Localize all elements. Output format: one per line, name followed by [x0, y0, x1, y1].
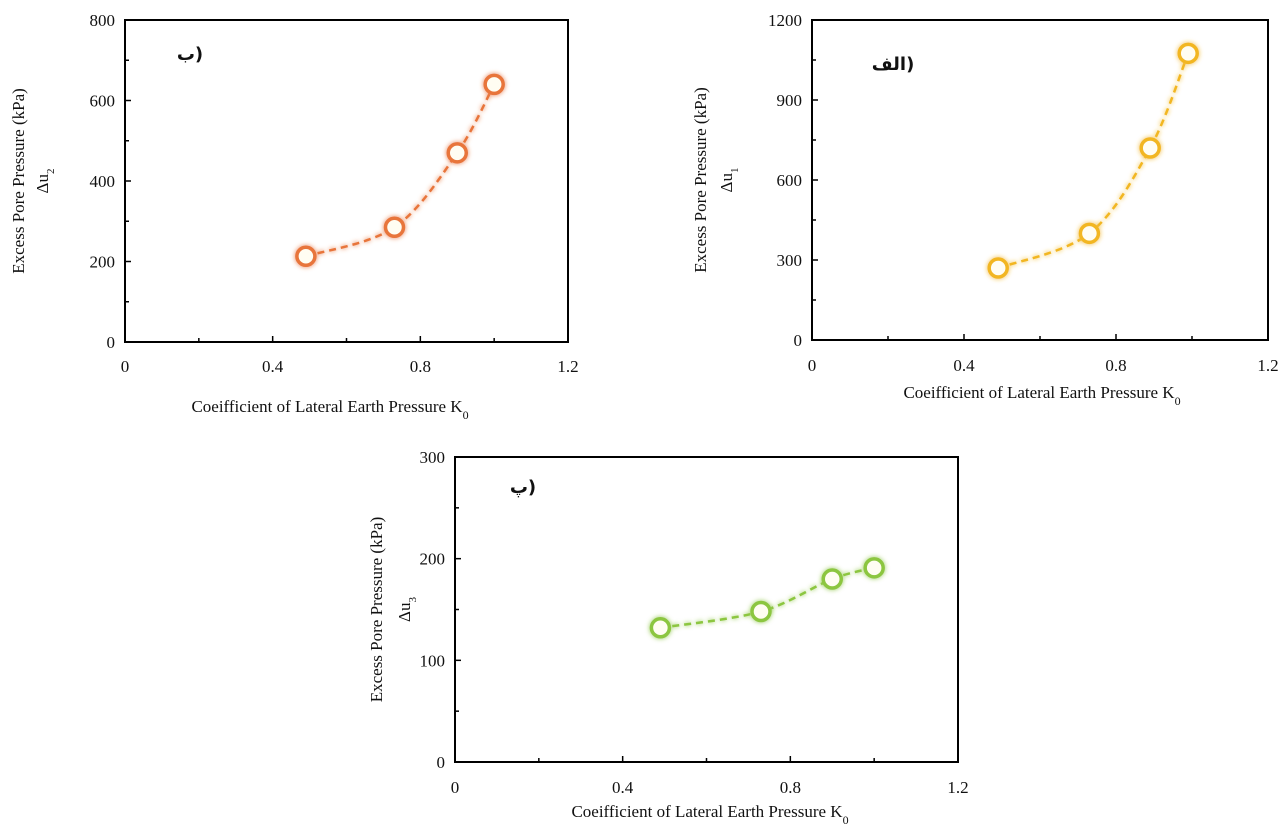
- x-tick-label: 0: [121, 357, 130, 376]
- chart-panel-alef: 0 0.4 0.8 1.2 0 300 600 900 1200 Coeifficient of …: [691, 11, 1279, 408]
- y-tick-label: 1200: [768, 11, 802, 30]
- x-tick-label: 0.4: [262, 357, 284, 376]
- x-tick-label: 1.2: [947, 778, 968, 797]
- y-tick-label: 0: [794, 331, 803, 350]
- y-tick-label: 0: [437, 753, 446, 772]
- data-point: [1078, 222, 1101, 245]
- data-point: [1139, 137, 1161, 159]
- y-tick-label: 0: [107, 333, 116, 352]
- data-point: [750, 600, 772, 623]
- data-point: [483, 73, 505, 96]
- series-line: [660, 566, 875, 630]
- data-point: [821, 568, 843, 590]
- y-axis-title: Excess Pore Pressure (kPa): [367, 517, 386, 703]
- data-point: [446, 142, 468, 164]
- y-tick-label: 800: [90, 11, 116, 30]
- panel-label: (پ: [510, 477, 536, 498]
- data-point: [1177, 42, 1199, 65]
- x-tick-label: 0: [451, 778, 460, 797]
- y-axis-symbol: Δu2: [33, 169, 57, 194]
- data-point: [383, 216, 406, 239]
- y-tick-label: 100: [420, 651, 446, 670]
- x-tick-label: 0.8: [1105, 356, 1126, 375]
- x-tick-label: 1.2: [1257, 356, 1278, 375]
- y-tick-label: 300: [777, 251, 803, 270]
- y-tick-label: 300: [420, 448, 446, 467]
- data-point: [987, 257, 1009, 279]
- series-line: [305, 83, 496, 258]
- panel-label: (الف: [872, 54, 915, 75]
- plot-frame: [124, 19, 569, 343]
- x-axis-title: Coeifficient of Lateral Earth Pressure K…: [903, 383, 1180, 408]
- data-point: [649, 617, 672, 639]
- y-axis-title: Excess Pore Pressure (kPa): [9, 88, 28, 274]
- data-point: [295, 245, 317, 268]
- y-tick-label: 600: [777, 171, 803, 190]
- plot-frame: [454, 456, 959, 763]
- x-tick-label: 0.8: [410, 357, 431, 376]
- y-tick-label: 200: [90, 253, 116, 272]
- x-tick-label: 0: [808, 356, 817, 375]
- data-point: [863, 557, 885, 579]
- y-axis-symbol: Δu1: [717, 168, 741, 193]
- x-tick-label: 0.4: [953, 356, 975, 375]
- y-tick-label: 200: [420, 550, 446, 569]
- chart-panel-b: 0 0.4 0.8 1.2 0 200 400 600 800 Coeifficient of L…: [9, 11, 579, 422]
- panel-label: (ب: [177, 44, 203, 65]
- y-tick-label: 400: [90, 172, 116, 191]
- x-axis-title: Coeifficient of Lateral Earth Pressure K…: [571, 802, 848, 825]
- y-axis-symbol: Δu3: [395, 597, 419, 622]
- x-tick-label: 0.8: [780, 778, 801, 797]
- y-axis-title: Excess Pore Pressure (kPa): [691, 87, 710, 273]
- x-tick-label: 1.2: [557, 357, 578, 376]
- y-tick-label: 900: [777, 91, 803, 110]
- x-tick-label: 0.4: [612, 778, 634, 797]
- y-tick-label: 600: [90, 92, 116, 111]
- x-axis-title: Coeifficient of Lateral Earth Pressure K…: [191, 397, 468, 422]
- chart-panel-pe: 0 0.4 0.8 1.2 0 100 200 300 Coeifficient of Late…: [367, 448, 969, 825]
